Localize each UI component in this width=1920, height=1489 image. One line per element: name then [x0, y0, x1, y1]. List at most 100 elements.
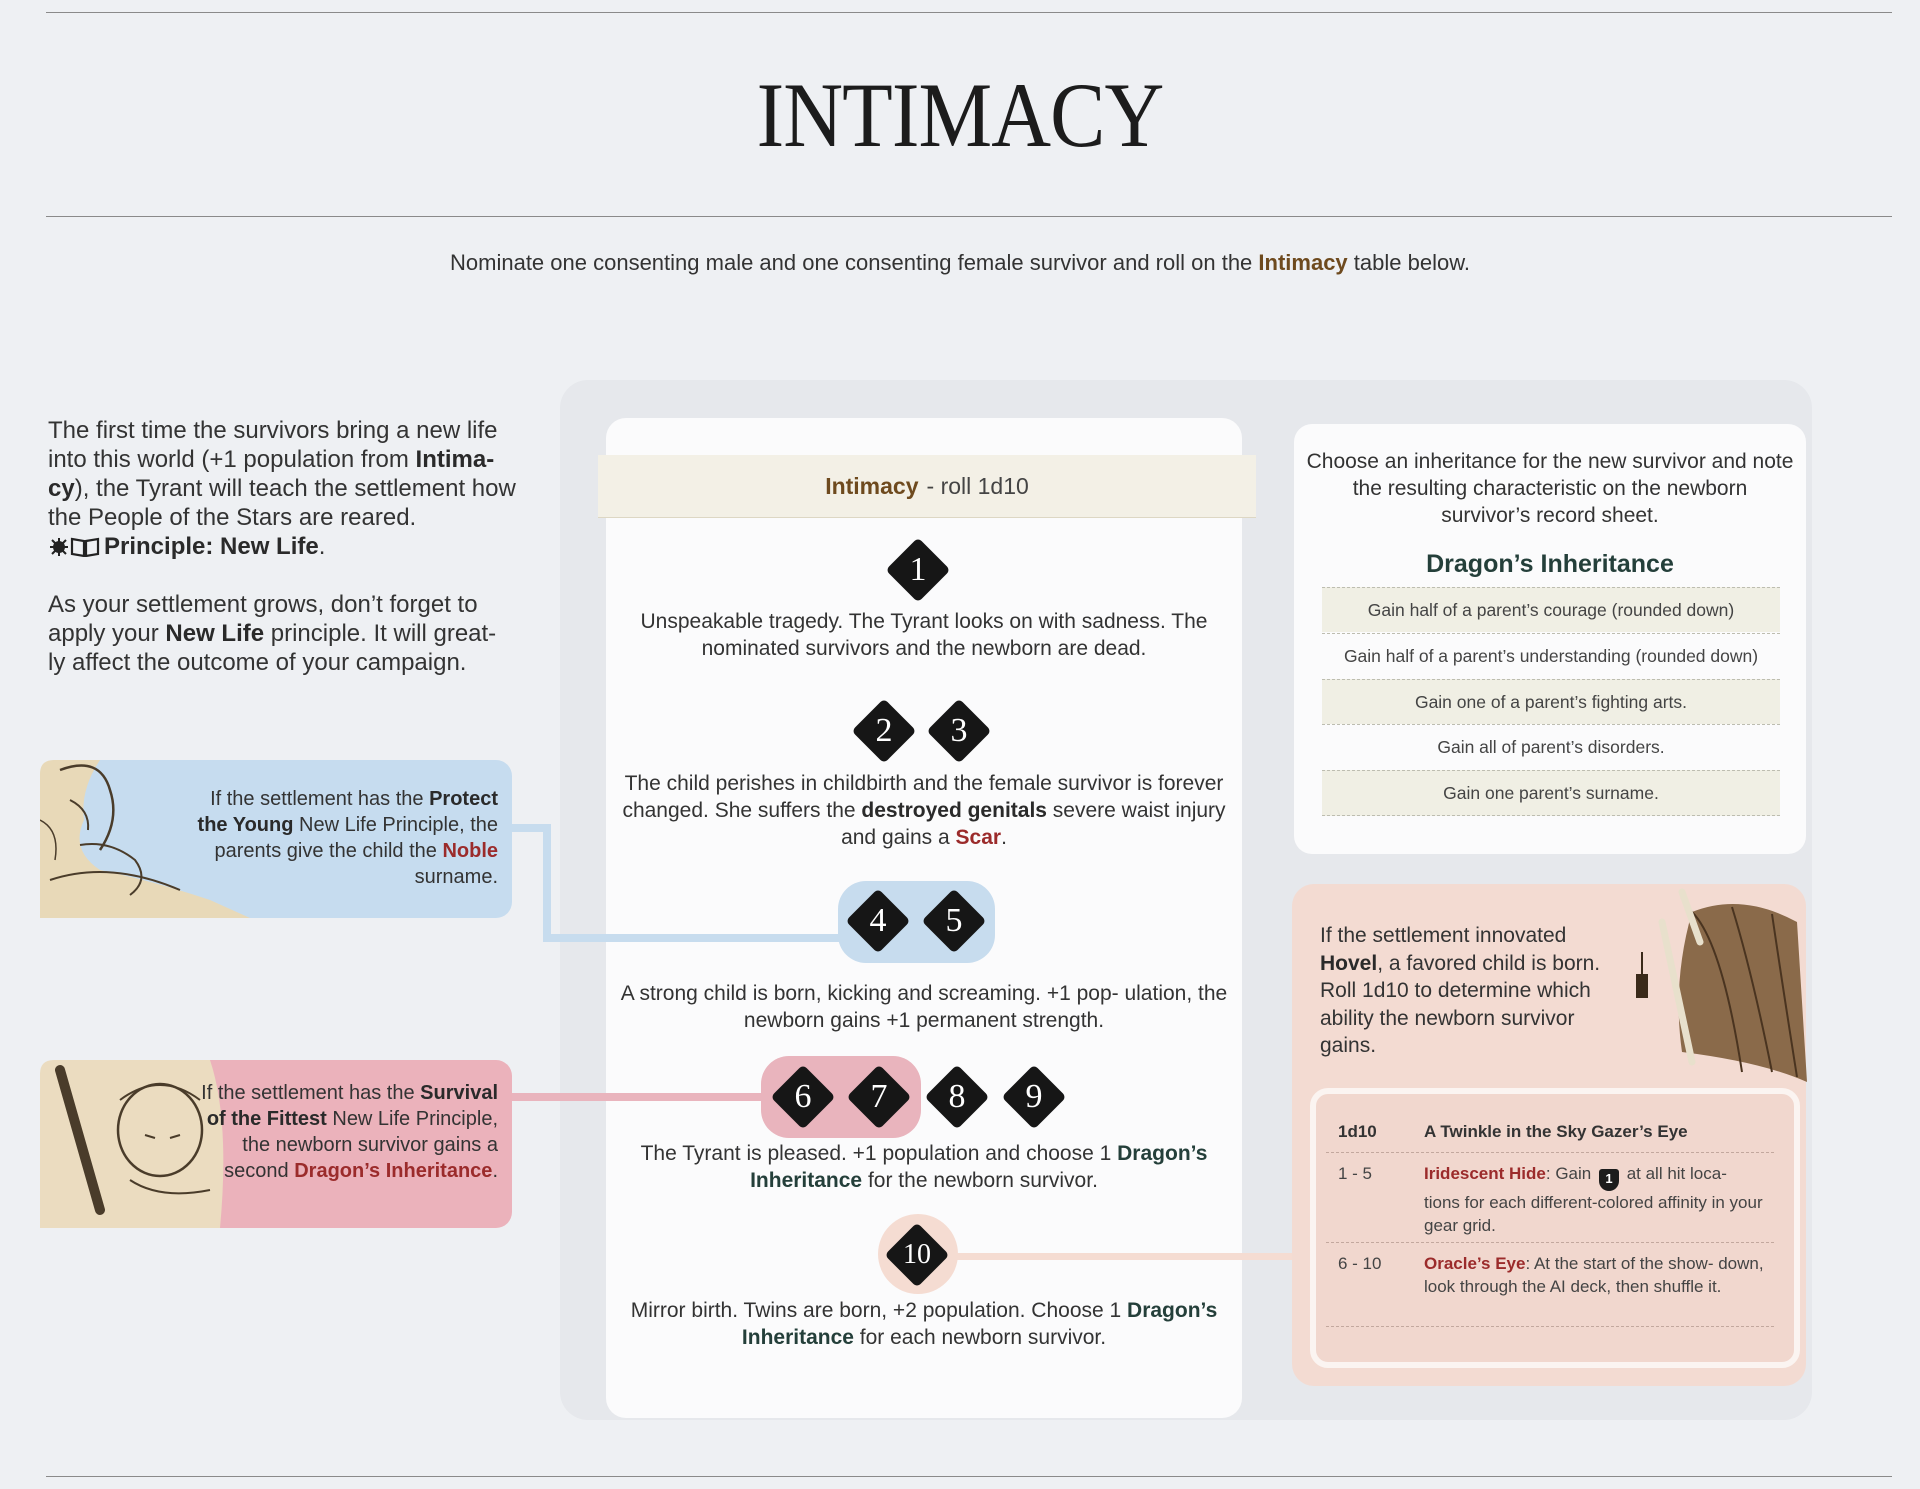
- oracles-eye-row: Oracle’s Eye: At the start of the show- …: [1424, 1252, 1766, 1298]
- hovel-tent-illustration: [1622, 882, 1812, 1092]
- result-10-desc: Mirror birth. Twins are born, +2 populat…: [630, 1299, 1128, 1322]
- bottom-rule: [46, 1476, 1892, 1477]
- left-column: The first time the survivors bring a new…: [48, 416, 518, 677]
- survival-of-the-fittest-box: If the settlement has the Survival of th…: [40, 1060, 512, 1228]
- survival-text: If the settlement has the Survival of th…: [200, 1080, 498, 1184]
- result-10-inheritance: Dragon’s Inheritance: [741, 1299, 1218, 1349]
- destroyed-genitals: destroyed genitals: [861, 799, 1047, 822]
- top-rule: [46, 12, 1892, 13]
- protect-connector-vertical: [543, 824, 551, 942]
- result-4-desc: A strong child is born, kicking and scre…: [620, 982, 1228, 1032]
- para2-text2: principle. It will great- ly affect the …: [48, 620, 497, 676]
- inheritance-row: Gain one parent’s surname.: [1322, 770, 1780, 816]
- result-2-desc: The child perishes in childbirth and the…: [622, 772, 1224, 822]
- result-2-3-text: The child perishes in childbirth and the…: [620, 770, 1228, 851]
- principle-icon: [48, 534, 70, 556]
- result-4-5-text: A strong child is born, kicking and scre…: [620, 980, 1228, 1034]
- roll-number-9: 9: [1025, 1078, 1043, 1115]
- protect-connector: [510, 824, 550, 832]
- sky-gazer-col2: A Twinkle in the Sky Gazer’s Eye: [1424, 1122, 1688, 1141]
- roll-number-8: 8: [948, 1078, 966, 1115]
- result-6-desc: The Tyrant is pleased. +1 population and…: [640, 1142, 1118, 1165]
- survival-text-3: .: [492, 1160, 498, 1182]
- roll-number-3: 3: [950, 712, 968, 749]
- result-6-9-text: The Tyrant is pleased. +1 population and…: [620, 1140, 1228, 1194]
- sky-gazer-divider: [1326, 1326, 1774, 1327]
- iridescent-hide-name: Iridescent Hide: [1424, 1164, 1546, 1183]
- sky-gazer-table: [1310, 1088, 1800, 1368]
- armor-shield-icon: 1: [1598, 1169, 1619, 1191]
- result-1-desc: Unspeakable tragedy. The Tyrant looks on…: [640, 610, 1208, 660]
- sky-gazer-col1: 1d10: [1338, 1122, 1377, 1141]
- protect-text: If the settlement has the Protect the Yo…: [190, 786, 498, 890]
- survival-inheritance: Dragon’s Inheritance: [294, 1160, 493, 1182]
- hovel-text-1: If the settlement innovated: [1320, 924, 1567, 947]
- survival-connector: [510, 1093, 766, 1101]
- intro-text: Nominate one consenting male and one con…: [0, 250, 1920, 276]
- survival-text-2: New Life Principle, the newborn survivor…: [224, 1108, 498, 1182]
- intro-after: table below.: [1347, 250, 1470, 275]
- inheritance-row: Gain half of a parent’s courage (rounded…: [1322, 587, 1780, 632]
- roll-number-2: 2: [875, 712, 893, 749]
- table-header-roll: - roll 1d10: [926, 472, 1029, 499]
- child-with-bone-illustration: [40, 1060, 240, 1228]
- sleeping-mother-illustration: [39, 760, 250, 918]
- inheritance-row: Gain all of parent’s disorders.: [1322, 724, 1780, 769]
- result-2-desc2: severe waist injury and gains a: [841, 799, 1226, 849]
- inheritance-row: Gain half of a parent’s understanding (r…: [1322, 633, 1780, 678]
- hovel-text-2: , a favored child is born. Roll 1d10 to …: [1320, 951, 1601, 1058]
- para1-end: .: [318, 533, 326, 560]
- sky-gazer-divider: [1326, 1152, 1774, 1153]
- result-1-text: Unspeakable tragedy. The Tyrant looks on…: [620, 608, 1228, 662]
- table-header-title: Intimacy: [825, 472, 919, 499]
- settlement-grows-paragraph: As your settlement grows, don’t forget t…: [48, 590, 518, 677]
- protect-text-1: If the settlement has the: [210, 788, 430, 810]
- inheritance-intro: Choose an inheritance for the new surviv…: [1306, 450, 1794, 527]
- oracle-range: 6 - 10: [1338, 1254, 1382, 1273]
- result-2-end: .: [1001, 826, 1007, 849]
- protect-text-3: surname.: [414, 866, 498, 888]
- principle-new-life: Principle: New Life: [104, 533, 319, 560]
- para1-intimacy: Intima- cy: [48, 446, 495, 502]
- roll-number-1: 1: [909, 551, 927, 588]
- roll-number-6: 6: [794, 1078, 812, 1115]
- para1-text2: ), the Tyrant will teach the settlement …: [48, 475, 516, 531]
- roll-number-4: 4: [869, 902, 887, 939]
- roll-number-5: 5: [945, 902, 963, 939]
- inheritance-title: Dragon’s Inheritance: [1426, 550, 1674, 578]
- survival-of-the-fittest: Survival of the Fittest: [206, 1082, 498, 1130]
- oracles-eye-name: Oracle’s Eye: [1424, 1254, 1526, 1273]
- roll-number-10: 10: [903, 1239, 931, 1270]
- inheritance-row: Gain one of a parent’s fighting arts.: [1322, 679, 1780, 724]
- protect-connector-horizontal: [543, 934, 843, 942]
- hovel-keyword: Hovel: [1320, 951, 1378, 975]
- protect-the-young-box: If the settlement has the Protect the Yo…: [39, 760, 512, 918]
- page-title: INTIMACY: [756, 64, 1165, 166]
- protect-the-young: Protect the Young: [197, 788, 498, 836]
- noble-keyword: Noble: [442, 840, 498, 862]
- hovel-text: If the settlement innovated Hovel, a fav…: [1320, 922, 1620, 1060]
- para2-text: As your settlement grows, don’t forget t…: [48, 591, 478, 647]
- iridescent-hide-row: Iridescent Hide: Gain 1 at all hit loca-…: [1424, 1162, 1766, 1237]
- hovel-connector: [956, 1253, 1296, 1260]
- scar-keyword: Scar: [955, 826, 1002, 849]
- intro-before: Nominate one consenting male and one con…: [450, 250, 1259, 275]
- survival-text-1: If the settlement has the: [201, 1082, 421, 1104]
- iridescent-text-1: : Gain: [1545, 1164, 1596, 1183]
- intro-highlight: Intimacy: [1258, 250, 1348, 275]
- para2-new-life: New Life: [165, 620, 265, 647]
- sky-gazer-divider: [1326, 1242, 1774, 1243]
- oracle-text-1: : At the start of the show- down, look t…: [1424, 1254, 1764, 1296]
- iridescent-range: 1 - 5: [1338, 1164, 1373, 1183]
- result-6-end: for the newborn survivor.: [862, 1169, 1098, 1192]
- para1-text: The first time the survivors bring a new…: [48, 417, 498, 473]
- title-rule: [46, 216, 1892, 217]
- result-10-text: Mirror birth. Twins are born, +2 populat…: [620, 1297, 1228, 1351]
- iridescent-text-2: at all hit loca- tions for each differen…: [1424, 1164, 1763, 1235]
- result-6-inheritance: Dragon’s Inheritance: [750, 1142, 1208, 1192]
- new-life-paragraph: The first time the survivors bring a new…: [48, 416, 518, 561]
- result-10-end: for each newborn survivor.: [853, 1326, 1107, 1349]
- intimacy-table-header: Intimacy - roll 1d10: [598, 455, 1256, 518]
- roll-number-7: 7: [870, 1078, 888, 1115]
- book-icon: [70, 535, 100, 558]
